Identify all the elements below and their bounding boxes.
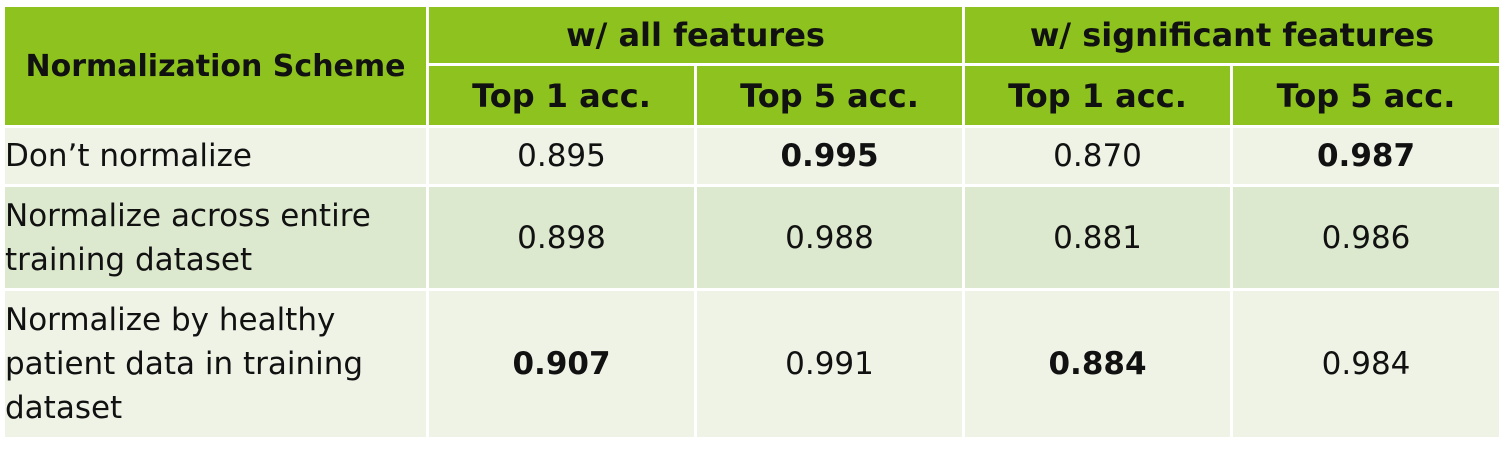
cell-sig-top1: 0.870 — [962, 125, 1234, 187]
header-sig-top5: Top 5 acc. — [1230, 63, 1503, 128]
cell-all-top5: 0.988 — [693, 184, 966, 291]
cell-sig-top5: 0.987 — [1230, 125, 1503, 187]
header-sig-top1: Top 1 acc. — [962, 63, 1234, 128]
cell-sig-top5: 0.984 — [1230, 288, 1503, 440]
cell-all-top1: 0.898 — [426, 184, 697, 291]
cell-all-top5: 0.995 — [693, 125, 966, 187]
row-label: Don’t normalize — [2, 125, 429, 187]
header-normalization-scheme: Normalization Scheme — [2, 4, 429, 128]
table-row: Don’t normalize 0.895 0.995 0.870 0.987 — [2, 125, 1503, 187]
row-label: Normalize across entire training dataset — [2, 184, 429, 291]
table-row: Normalize by healthy patient data in tra… — [2, 288, 1503, 440]
header-all-features: w/ all features — [425, 4, 966, 66]
cell-sig-top1: 0.881 — [962, 184, 1234, 291]
header-all-top5: Top 5 acc. — [693, 63, 966, 128]
cell-sig-top1: 0.884 — [962, 288, 1234, 440]
cell-all-top1: 0.907 — [426, 288, 697, 440]
table-row: Normalize across entire training dataset… — [2, 184, 1503, 291]
results-table: Normalization Scheme w/ all features w/ … — [2, 4, 1503, 440]
cell-sig-top5: 0.986 — [1230, 184, 1503, 291]
cell-all-top5: 0.991 — [693, 288, 966, 440]
header-all-top1: Top 1 acc. — [426, 63, 697, 128]
row-label: Normalize by healthy patient data in tra… — [2, 288, 429, 440]
header-significant-features: w/ significant features — [962, 4, 1503, 66]
cell-all-top1: 0.895 — [426, 125, 697, 187]
